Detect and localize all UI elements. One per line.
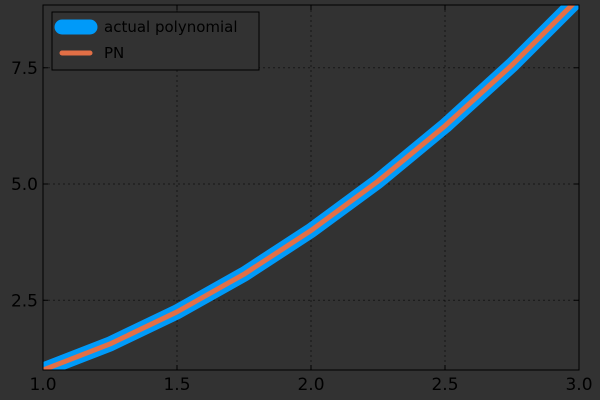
y-tick-label: 2.5 bbox=[11, 291, 38, 311]
x-tick-label: 2.0 bbox=[297, 375, 324, 395]
legend-box bbox=[51, 11, 260, 71]
x-tick-label: 1.5 bbox=[163, 375, 190, 395]
series-line-2 bbox=[43, 5, 576, 370]
series-lines bbox=[43, 5, 579, 370]
x-tick-label: 2.5 bbox=[431, 375, 458, 395]
legend-label: PN bbox=[104, 44, 124, 62]
legend: actual polynomial PN bbox=[51, 11, 260, 71]
axis-ticks: 1.0 1.5 2.0 2.5 3.0 2.5 5.0 7.5 bbox=[11, 5, 593, 395]
legend-label: actual polynomial bbox=[104, 18, 238, 36]
y-tick-label: 5.0 bbox=[11, 175, 38, 195]
x-tick-label: 3.0 bbox=[565, 375, 592, 395]
x-tick-label: 1.0 bbox=[29, 375, 56, 395]
y-tick-label: 7.5 bbox=[11, 59, 38, 79]
